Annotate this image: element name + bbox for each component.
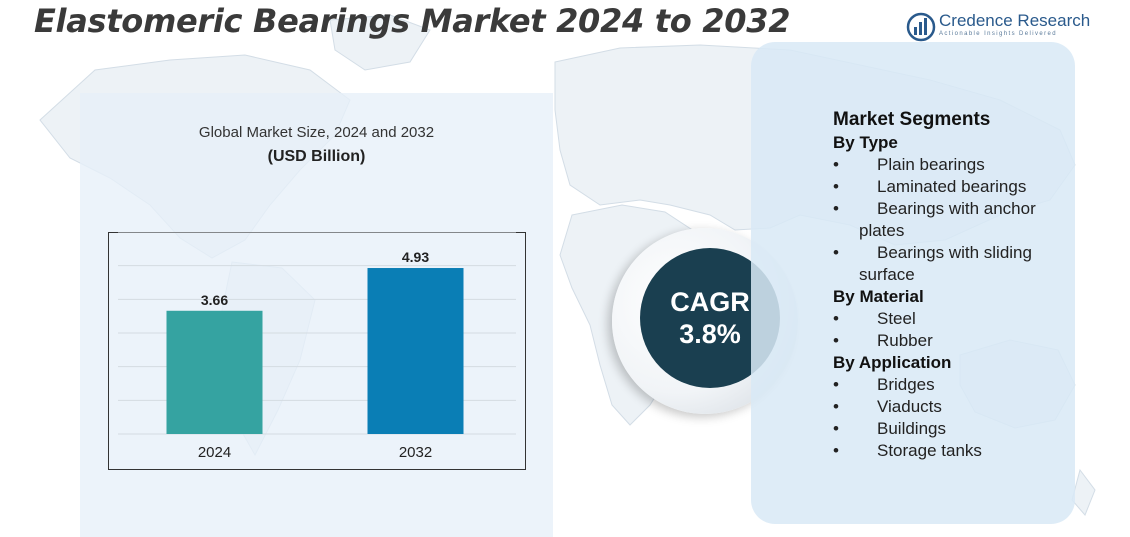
bullet-icon: • xyxy=(833,331,839,350)
cagr-value: 3.8% xyxy=(679,319,741,349)
bullet-icon: • xyxy=(833,309,839,328)
market-size-bar-chart: 3.66 2024 4.93 2032 xyxy=(108,232,526,470)
market-segments-panel xyxy=(751,42,1075,524)
credence-research-logo: Credence Research Actionable Insights De… xyxy=(906,10,1096,44)
logo-tagline: Actionable Insights Delivered xyxy=(939,31,1057,37)
bullet-icon: • xyxy=(833,375,839,394)
bullet-icon: • xyxy=(833,199,839,218)
segment-group-title: By Application xyxy=(833,353,952,372)
x-tick-label-2032: 2032 xyxy=(399,444,432,461)
bullet-icon: • xyxy=(833,441,839,460)
segment-group-title: By Material xyxy=(833,287,924,306)
segment-item: • Rubber xyxy=(833,331,933,350)
logo-name: Credence Research xyxy=(939,11,1091,30)
segment-item: • Bridges xyxy=(833,375,935,394)
bullet-icon: • xyxy=(833,419,839,438)
segment-group-list: • Plain bearings • Laminated bearings • Bea… xyxy=(833,154,1073,286)
segment-item: • Bearings with sliding surface xyxy=(833,243,1032,284)
segment-group-title: By Type xyxy=(833,133,898,152)
segment-item: • Plain bearings xyxy=(833,155,985,174)
data-label-2032: 4.93 xyxy=(402,249,429,265)
chart-title: Global Market Size, 2024 and 2032 xyxy=(198,124,435,141)
logo-mark-icon xyxy=(906,12,936,42)
bullet-icon: • xyxy=(833,155,839,174)
segment-item: • Buildings xyxy=(833,419,946,438)
bar-2032 xyxy=(367,268,464,434)
x-tick-label-2024: 2024 xyxy=(198,444,231,461)
bar-2024 xyxy=(166,310,263,434)
data-label-2024: 3.66 xyxy=(201,292,228,308)
segment-group-list: • Steel • Rubber xyxy=(833,308,1073,352)
chart-unit-label: (USD Billion) xyxy=(267,148,366,165)
bullet-icon: • xyxy=(833,243,839,262)
bullet-icon: • xyxy=(833,177,839,196)
bullet-icon: • xyxy=(833,397,839,416)
segment-item: • Laminated bearings xyxy=(833,177,1027,196)
segment-item: • Viaducts xyxy=(833,397,942,416)
page-title: Elastomeric Bearings Market 2024 to 2032 xyxy=(34,2,791,40)
segment-group-list: • Bridges • Viaducts • Buildings • Storage t… xyxy=(833,374,1073,462)
cagr-label: CAGR xyxy=(670,287,750,317)
segment-item: • Bearings with anchor plates xyxy=(833,199,1036,240)
segment-item: • Steel xyxy=(833,309,916,328)
segment-item: • Storage tanks xyxy=(833,441,982,460)
segments-title: Market Segments xyxy=(833,109,991,130)
chart-panel xyxy=(80,93,553,537)
market-segments-list: Market Segments By Type • Plain bearings … xyxy=(833,108,1073,462)
